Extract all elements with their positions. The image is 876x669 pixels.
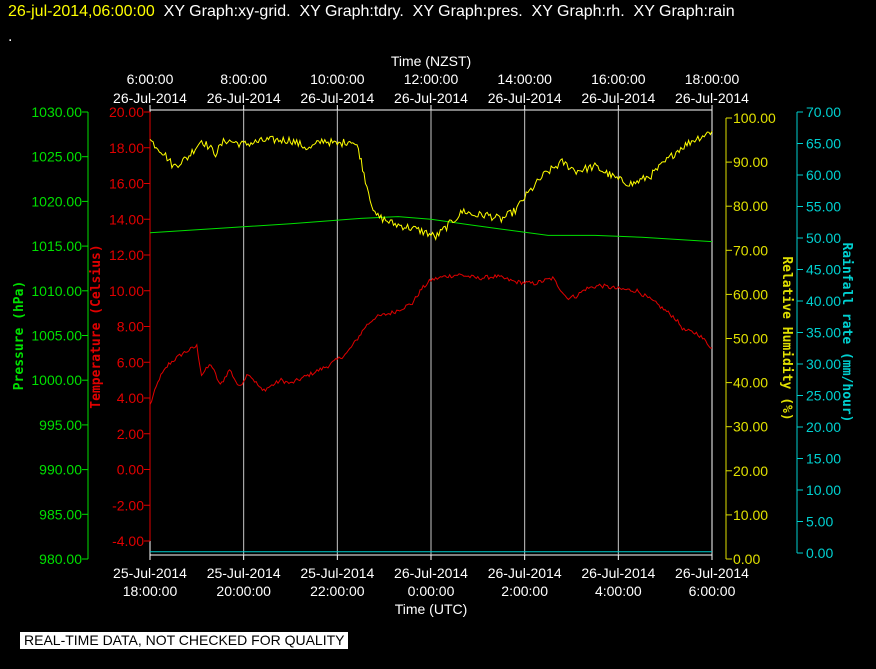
rainfall-tick-label: 0.00 — [806, 545, 833, 561]
temperature-tick-label: 12.00 — [109, 247, 144, 263]
bottom-tick-label-date: 25-Jul-2014 — [113, 565, 187, 581]
top-tick-label-date: 26-Jul-2014 — [488, 90, 562, 106]
series-line-rh — [149, 130, 713, 241]
chart-header: 26-jul-2014,06:00:00 XY Graph:xy-grid. X… — [8, 3, 735, 21]
header-graph-pres: XY Graph:pres. — [412, 3, 523, 20]
temperature-tick-label: 2.00 — [117, 426, 144, 442]
humidity-tick-label: 70.00 — [733, 242, 768, 258]
header-dot: . — [8, 28, 13, 45]
bottom-tick-label-date: 26-Jul-2014 — [675, 565, 749, 581]
humidity-tick-label: 30.00 — [733, 419, 768, 435]
humidity-tick-label: 60.00 — [733, 286, 768, 302]
humidity-tick-label: 20.00 — [733, 463, 768, 479]
bottom-tick-label-time: 22:00:00 — [310, 583, 365, 599]
rainfall-tick-label: 20.00 — [806, 419, 841, 435]
rainfall-tick-label: 45.00 — [806, 262, 841, 278]
header-graph-rain: XY Graph:rain — [633, 3, 735, 20]
temperature-tick-label: 14.00 — [109, 211, 144, 227]
humidity-tick-label: 90.00 — [733, 154, 768, 170]
bottom-tick-label-date: 26-Jul-2014 — [394, 565, 468, 581]
temperature-tick-label: -2.00 — [112, 497, 144, 513]
bottom-tick-label-time: 20:00:00 — [216, 583, 271, 599]
rainfall-tick-label: 70.00 — [806, 104, 841, 120]
pressure-tick-label: 1020.00 — [31, 193, 82, 209]
header-graph-rh: XY Graph:rh. — [531, 3, 625, 20]
top-tick-label-date: 26-Jul-2014 — [113, 90, 187, 106]
top-tick-label-date: 26-Jul-2014 — [207, 90, 281, 106]
humidity-tick-label: 50.00 — [733, 331, 768, 347]
temperature-tick-label: 8.00 — [117, 319, 144, 335]
bottom-tick-label-date: 25-Jul-2014 — [300, 565, 374, 581]
rainfall-tick-label: 25.00 — [806, 388, 841, 404]
rainfall-tick-label: 55.00 — [806, 199, 841, 215]
pressure-tick-label: 1030.00 — [31, 104, 82, 120]
bottom-tick-label-time: 18:00:00 — [123, 583, 178, 599]
header-graph-xy-grid: XY Graph:xy-grid. — [163, 3, 291, 20]
bottom-tick-label-time: 4:00:00 — [595, 583, 642, 599]
pressure-tick-label: 1005.00 — [31, 328, 82, 344]
temperature-tick-label: 16.00 — [109, 176, 144, 192]
bottom-tick-label-time: 2:00:00 — [501, 583, 548, 599]
header-timestamp: 26-jul-2014,06:00:00 — [8, 3, 155, 20]
pressure-tick-label: 985.00 — [39, 506, 82, 522]
top-tick-label-time: 10:00:00 — [310, 71, 365, 87]
top-tick-label-date: 26-Jul-2014 — [300, 90, 374, 106]
humidity-tick-label: 100.00 — [733, 110, 776, 126]
humidity-axis-label: Relative Humidity (%) — [779, 256, 794, 420]
rainfall-axis-label: Rainfall rate (mm/hour) — [839, 242, 854, 422]
rainfall-tick-label: 50.00 — [806, 230, 841, 246]
top-axis-title: Time (NZST) — [391, 53, 471, 69]
bottom-tick-label-date: 25-Jul-2014 — [207, 565, 281, 581]
pressure-tick-label: 1000.00 — [31, 372, 82, 388]
pressure-tick-label: 995.00 — [39, 417, 82, 433]
humidity-tick-label: 80.00 — [733, 198, 768, 214]
rainfall-tick-label: 15.00 — [806, 451, 841, 467]
temperature-tick-label: 10.00 — [109, 283, 144, 299]
rainfall-tick-label: 40.00 — [806, 293, 841, 309]
top-tick-label-date: 26-Jul-2014 — [581, 90, 655, 106]
temperature-tick-label: 6.00 — [117, 354, 144, 370]
bottom-axis-title: Time (UTC) — [395, 601, 468, 617]
top-tick-label-time: 12:00:00 — [404, 71, 459, 87]
series-line-tdry — [149, 273, 713, 405]
pressure-tick-label: 990.00 — [39, 462, 82, 478]
rainfall-tick-label: 35.00 — [806, 325, 841, 341]
humidity-tick-label: 40.00 — [733, 375, 768, 391]
rainfall-tick-label: 65.00 — [806, 136, 841, 152]
series-line-pres — [149, 216, 713, 243]
pressure-tick-label: 1025.00 — [31, 149, 82, 165]
bottom-tick-label-date: 26-Jul-2014 — [488, 565, 562, 581]
humidity-tick-label: 0.00 — [733, 551, 760, 567]
bottom-tick-label-time: 0:00:00 — [408, 583, 455, 599]
top-tick-label-time: 6:00:00 — [127, 71, 174, 87]
pressure-tick-label: 1015.00 — [31, 238, 82, 254]
top-tick-label-time: 18:00:00 — [685, 71, 740, 87]
rainfall-tick-label: 10.00 — [806, 482, 841, 498]
temperature-tick-label: 0.00 — [117, 462, 144, 478]
quality-note: REAL-TIME DATA, NOT CHECKED FOR QUALITY — [20, 632, 349, 649]
bottom-tick-label-date: 26-Jul-2014 — [581, 565, 655, 581]
humidity-tick-label: 10.00 — [733, 507, 768, 523]
bottom-tick-label-time: 6:00:00 — [689, 583, 736, 599]
rainfall-tick-label: 30.00 — [806, 356, 841, 372]
top-tick-label-time: 8:00:00 — [220, 71, 267, 87]
top-tick-label-time: 14:00:00 — [497, 71, 552, 87]
pressure-axis-label: Pressure (hPa) — [12, 281, 27, 391]
pressure-tick-label: 1010.00 — [31, 283, 82, 299]
pressure-tick-label: 980.00 — [39, 551, 82, 567]
temperature-tick-label: 4.00 — [117, 390, 144, 406]
top-tick-label-time: 16:00:00 — [591, 71, 646, 87]
top-tick-label-date: 26-Jul-2014 — [394, 90, 468, 106]
rainfall-tick-label: 60.00 — [806, 167, 841, 183]
temperature-tick-label: 20.00 — [109, 104, 144, 120]
temperature-tick-label: 18.00 — [109, 140, 144, 156]
top-tick-label-date: 26-Jul-2014 — [675, 90, 749, 106]
rainfall-tick-label: 5.00 — [806, 514, 833, 530]
temperature-tick-label: -4.00 — [112, 533, 144, 549]
temperature-axis-label: Temperature (Celsius) — [89, 244, 104, 408]
header-graph-tdry: XY Graph:tdry. — [299, 3, 404, 20]
